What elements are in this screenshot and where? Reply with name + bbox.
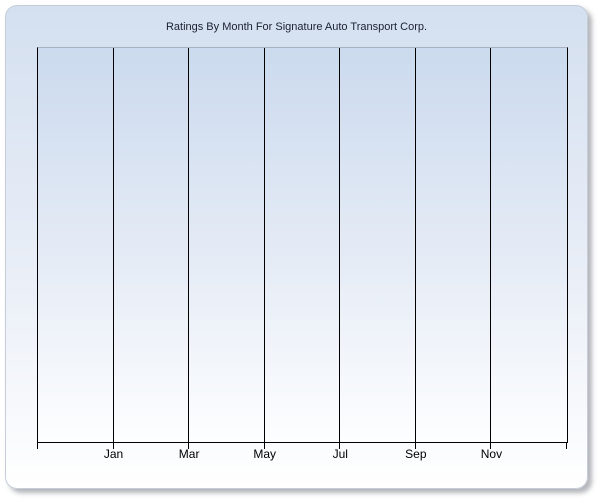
x-axis-label: Nov xyxy=(480,447,503,461)
x-axis-tick xyxy=(263,443,265,449)
x-axis-label: May xyxy=(253,447,277,461)
x-axis-label: Jan xyxy=(103,447,124,461)
x-axis-label: Sep xyxy=(405,447,427,461)
plot-area: Jan Mar May Jul Sep Nov xyxy=(37,47,568,461)
x-gridline xyxy=(490,48,492,442)
x-axis-tick xyxy=(339,443,341,449)
x-gridline xyxy=(188,48,190,442)
x-axis-tick xyxy=(414,443,416,449)
x-gridline xyxy=(414,48,416,442)
x-gridline xyxy=(112,48,114,442)
chart-title: Ratings By Month For Signature Auto Tran… xyxy=(165,21,428,33)
chart-panel: Ratings By Month For Signature Auto Tran… xyxy=(5,5,588,489)
x-axis-tick xyxy=(37,443,38,449)
x-axis-tick xyxy=(188,443,190,449)
x-axis-tick xyxy=(566,443,567,449)
x-gridline xyxy=(339,48,341,442)
x-axis-label: Mar xyxy=(178,447,200,461)
x-axis-label: Jul xyxy=(332,447,348,461)
x-axis-tick xyxy=(490,443,492,449)
x-gridline xyxy=(263,48,265,442)
x-axis-tick xyxy=(112,443,114,449)
